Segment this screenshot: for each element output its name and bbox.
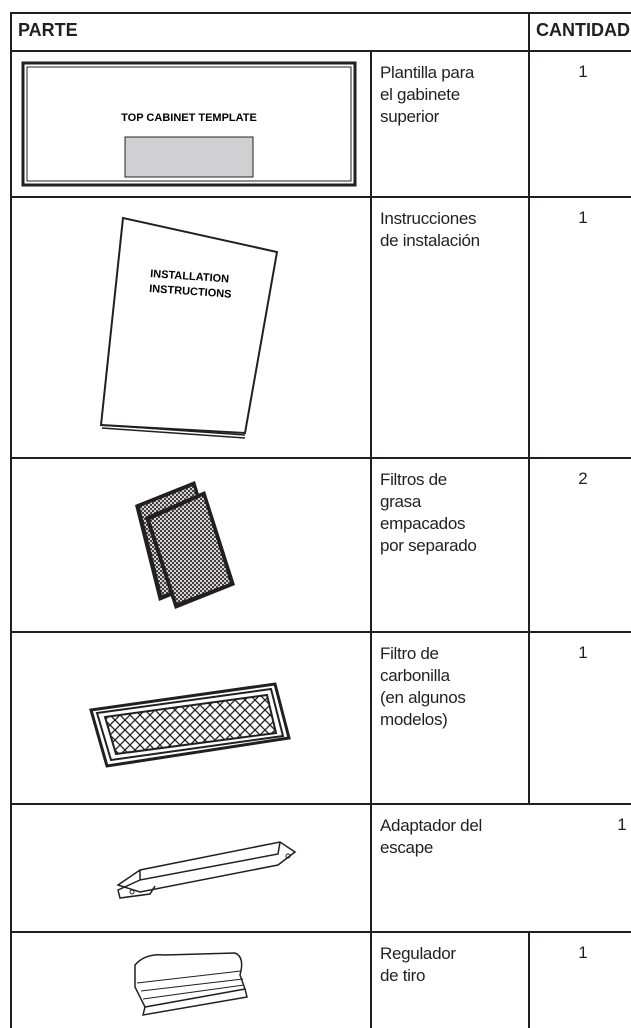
row-line: [10, 457, 631, 459]
instructions-illustration: INSTALLATIONINSTRUCTIONS: [99, 216, 279, 439]
row-line: [10, 931, 631, 933]
column-line: [10, 196, 12, 457]
part-description: Plantilla para el gabinete superior: [380, 63, 475, 126]
column-line: [528, 196, 530, 457]
template-illustration: TOP CABINET TEMPLATE: [21, 61, 357, 187]
part-quantity: 1: [578, 62, 588, 81]
column-line: [370, 196, 372, 457]
template-label: TOP CABINET TEMPLATE: [121, 112, 257, 124]
part-description: Filtro de carbonilla (en algunos modelos…: [380, 644, 466, 729]
part-description: Instrucciones de instalación: [380, 209, 480, 250]
row-line: [10, 50, 631, 52]
instructions-label: INSTALLATIONINSTRUCTIONS: [149, 268, 233, 301]
column-line: [528, 457, 530, 631]
column-line: [528, 631, 530, 803]
header-quantity: CANTIDAD: [536, 20, 630, 40]
part-description: Adaptador del escape: [380, 816, 482, 857]
column-line: [370, 631, 372, 803]
column-line: [10, 803, 12, 931]
part-quantity: 2: [578, 469, 588, 488]
column-line: [10, 631, 12, 803]
row-line: [10, 631, 631, 633]
part-description: Regulador de tiro: [380, 944, 456, 985]
column-line: [370, 931, 372, 1028]
column-line: [370, 50, 372, 196]
part-quantity: 1: [578, 943, 588, 962]
grease-filters-illustration: [135, 481, 235, 609]
column-line: [528, 931, 530, 1028]
part-quantity: 1: [578, 643, 588, 662]
charcoal-filter-illustration: [89, 682, 291, 768]
part-quantity: 1: [578, 208, 588, 227]
row-line: [10, 196, 631, 198]
column-line: [10, 50, 12, 196]
exhaust-adapter-illustration: [116, 841, 297, 899]
damper-illustration: [134, 952, 248, 1016]
column-line: [370, 803, 372, 931]
column-line: [10, 931, 12, 1028]
part-quantity: 1: [617, 815, 627, 834]
column-line: [10, 457, 12, 631]
border-line: [10, 12, 631, 14]
column-line: [370, 457, 372, 631]
border-line: [10, 12, 12, 50]
row-line: [10, 803, 631, 805]
part-description: Filtros de grasa empacados por separado: [380, 470, 477, 555]
column-line: [528, 50, 530, 196]
border-line: [528, 12, 530, 50]
header-part: PARTE: [18, 20, 78, 40]
